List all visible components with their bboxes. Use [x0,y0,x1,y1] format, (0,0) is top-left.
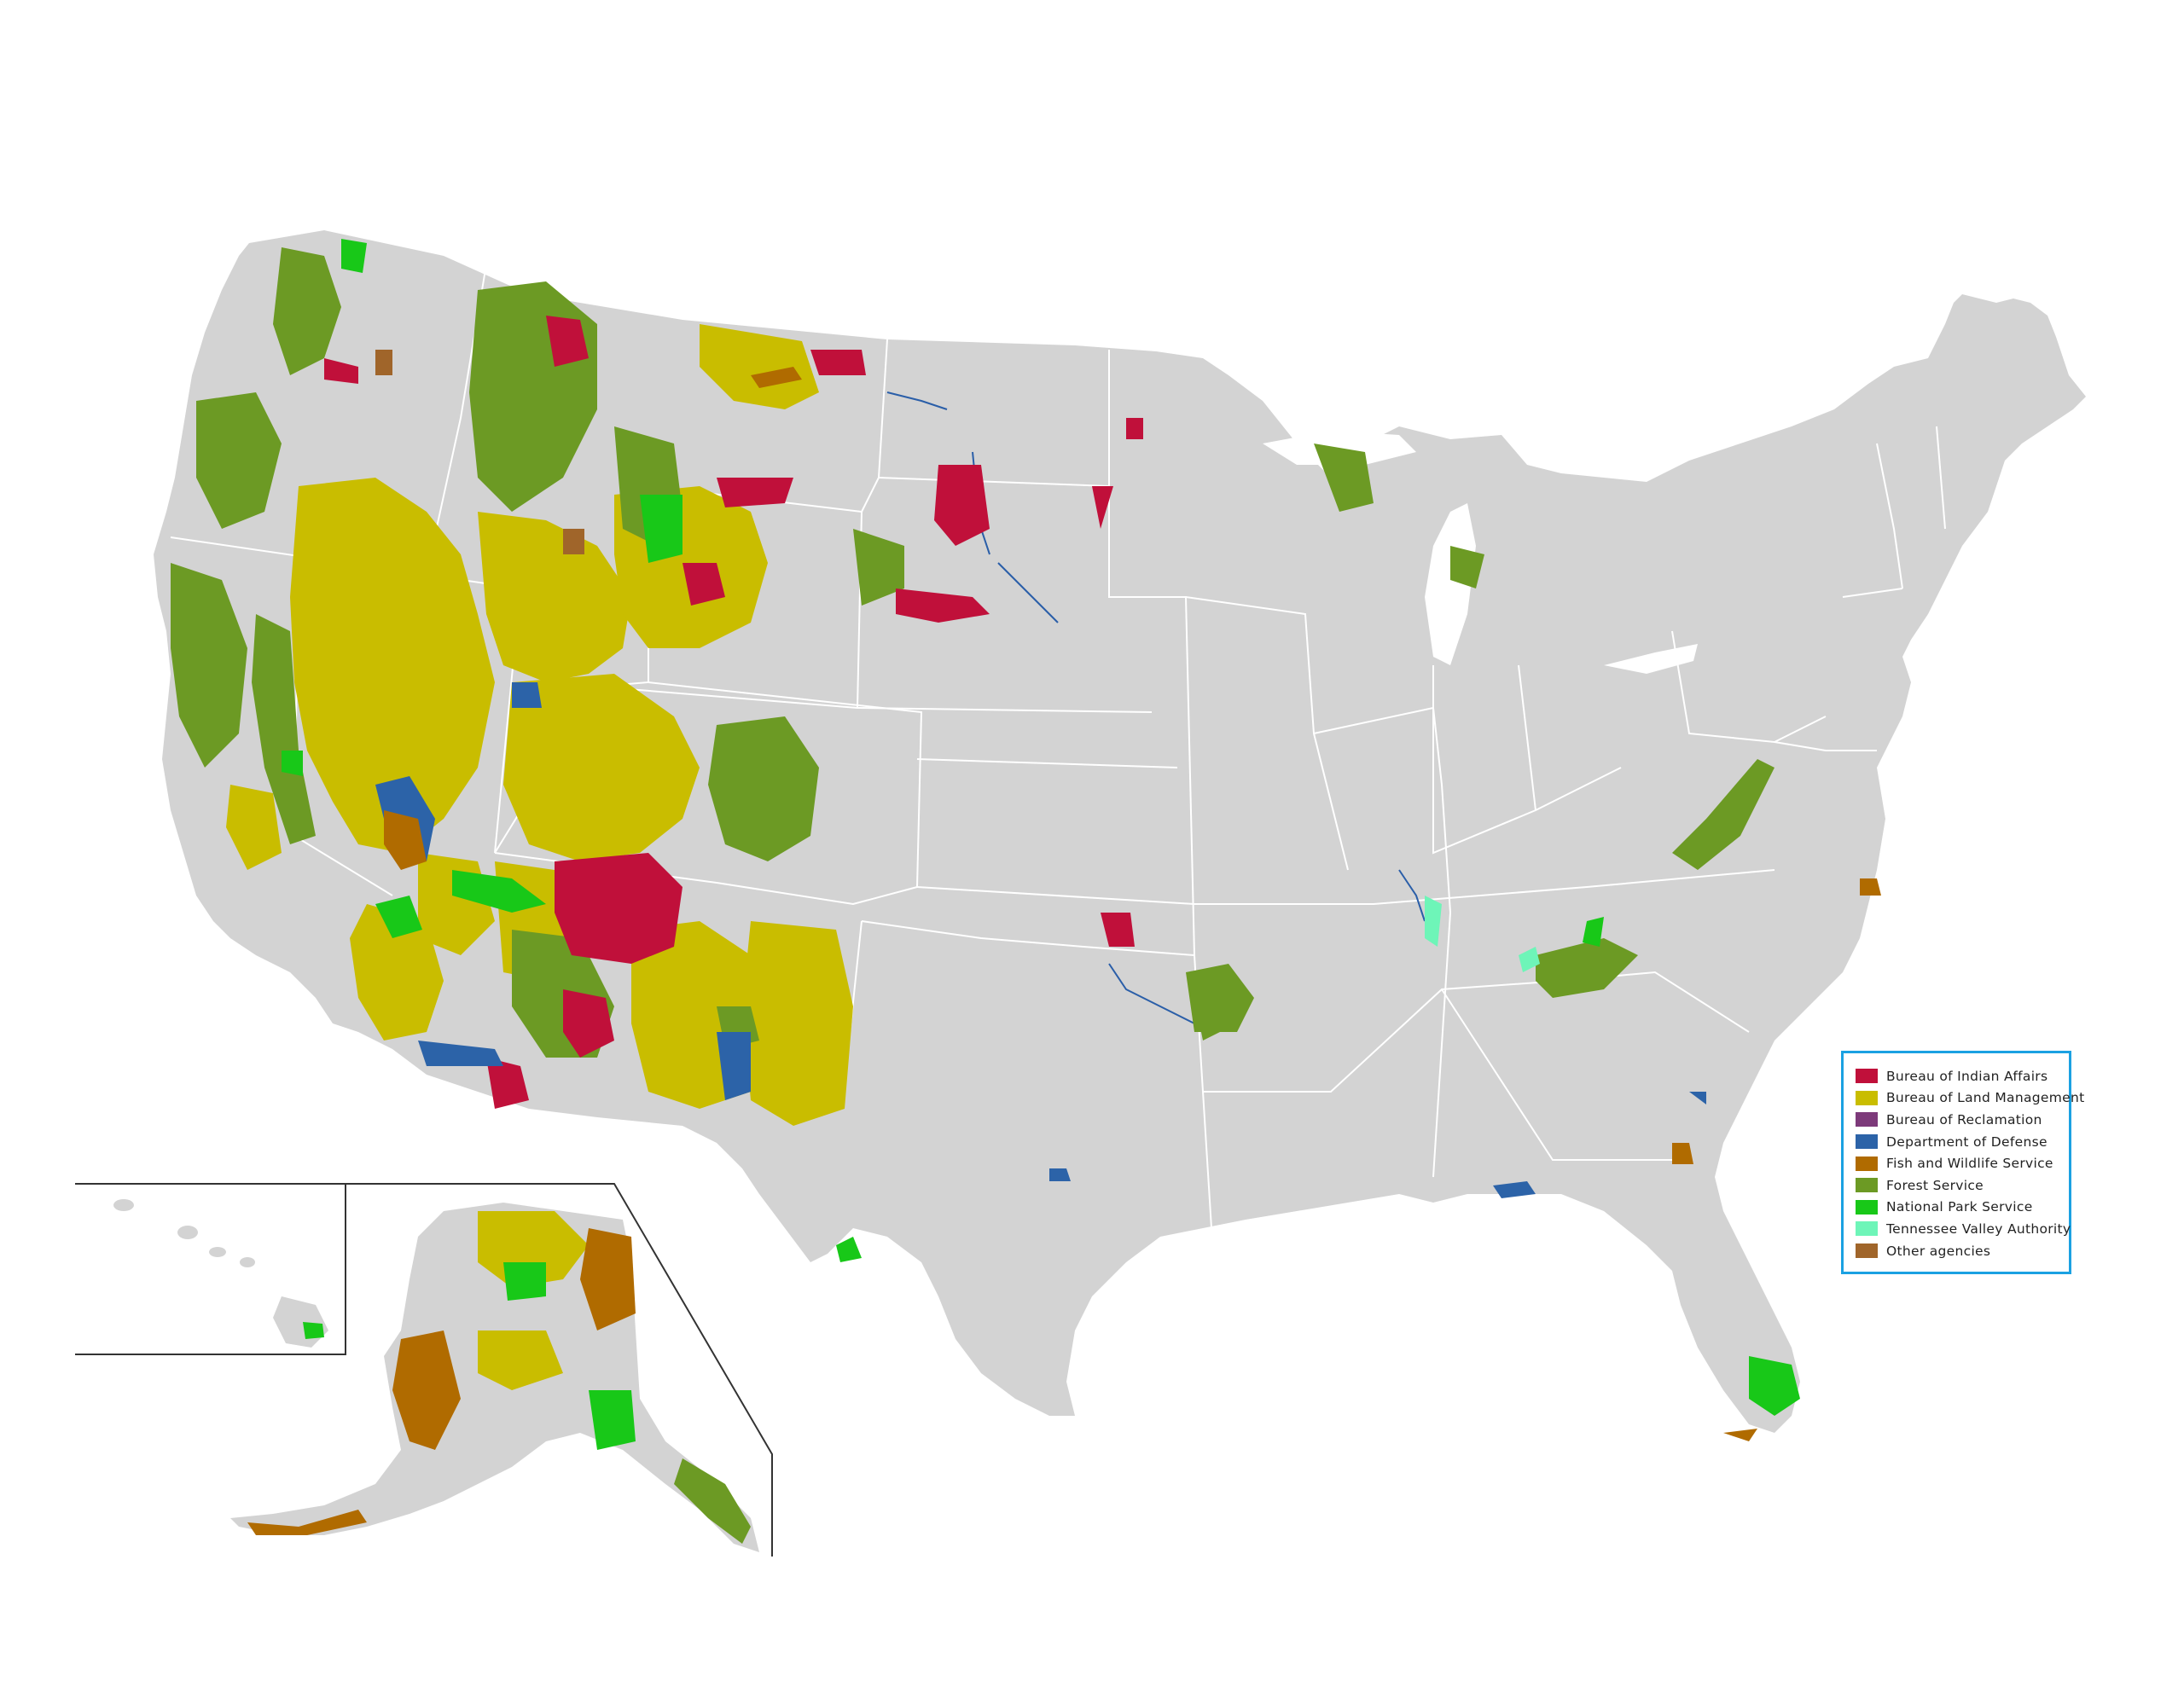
legend-item-tva: Tennessee Valley Authority [1856,1218,2071,1240]
lake-erie [1604,644,1698,674]
legend-swatch-tva [1856,1221,1878,1237]
legend-swatch-forest-service [1856,1178,1878,1193]
alaska-federal-lands [247,1211,751,1544]
legend-item-forest-service: Forest Service [1856,1174,2069,1197]
legend-swatch-dod [1856,1134,1878,1150]
legend-label-tva: Tennessee Valley Authority [1886,1220,2071,1237]
legend-item-bia: Bureau of Indian Affairs [1856,1065,2069,1087]
legend-label-other: Other agencies [1886,1243,1991,1259]
bia-lands [324,316,1143,1109]
legend-label-blm: Bureau of Land Management [1886,1090,2085,1106]
legend-item-nps: National Park Service [1856,1197,2069,1219]
legend-label-nps: National Park Service [1886,1199,2033,1215]
legend-swatch-reclamation [1856,1112,1878,1128]
legend-swatch-bia [1856,1069,1878,1084]
legend-item-reclamation: Bureau of Reclamation [1856,1109,2069,1131]
legend-label-reclamation: Bureau of Reclamation [1886,1111,2042,1128]
legend-label-forest-service: Forest Service [1886,1177,1984,1193]
map-legend: Bureau of Indian Affairs Bureau of Land … [1841,1051,2084,1274]
legend-item-dod: Department of Defense [1856,1131,2069,1153]
inset-frame [75,1183,773,1557]
legend-item-fws: Fish and Wildlife Service [1856,1152,2069,1174]
legend-swatch-blm [1856,1090,1878,1105]
legend-swatch-nps [1856,1199,1878,1215]
tva-lands [1425,896,1540,972]
legend-swatch-other [1856,1244,1878,1259]
blm-lands [226,324,853,1126]
hawaii-land [113,1199,328,1348]
legend-item-blm: Bureau of Land Management [1856,1087,2084,1110]
legend-item-other: Other agencies [1856,1240,2069,1262]
other-agency-lands [375,350,584,554]
legend-label-dod: Department of Defense [1886,1133,2048,1150]
fws-lands [384,367,1881,1441]
legend-label-bia: Bureau of Indian Affairs [1886,1068,2048,1084]
legend-label-fws: Fish and Wildlife Service [1886,1156,2053,1172]
legend-swatch-fws [1856,1156,1878,1171]
lake-michigan [1425,503,1476,665]
hawaii-nps [303,1322,324,1339]
nps-lands [282,239,1800,1416]
